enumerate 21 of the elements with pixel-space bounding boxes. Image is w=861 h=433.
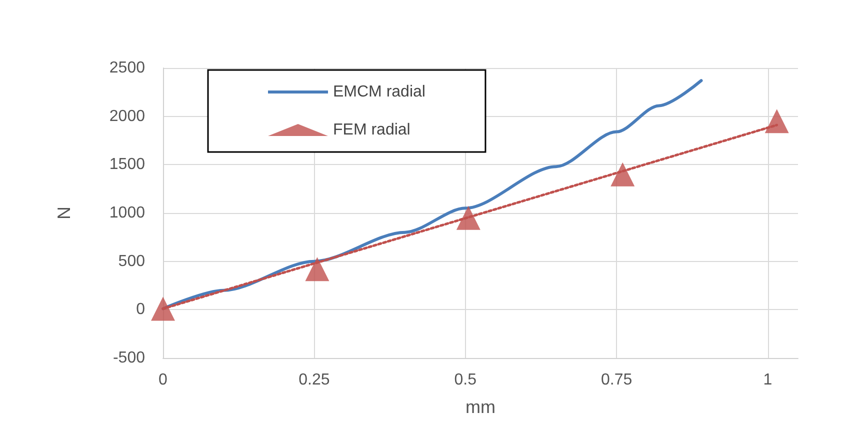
point bbox=[610, 162, 635, 186]
legend-label: EMCM radial bbox=[333, 84, 426, 100]
point bbox=[151, 296, 175, 321]
x-tick-label: 0.5 bbox=[454, 372, 477, 388]
point bbox=[305, 257, 330, 282]
y-tick-label: 1500 bbox=[109, 156, 146, 174]
y-axis-title: N bbox=[54, 206, 74, 220]
point bbox=[456, 206, 480, 230]
y-tick-label: 1000 bbox=[109, 204, 146, 222]
x-tick-label: 0 bbox=[158, 372, 168, 388]
point bbox=[764, 109, 789, 134]
y-tick-label: 500 bbox=[118, 252, 146, 270]
legend-label: FEM radial bbox=[333, 122, 410, 138]
y-tick-label: -500 bbox=[112, 350, 146, 366]
x-axis-title: mm bbox=[466, 397, 496, 417]
y-tick-label: 2000 bbox=[109, 108, 146, 125]
x-tick-label: 0.25 bbox=[298, 372, 330, 388]
y-tick-label: 2500 bbox=[109, 60, 146, 76]
x-tick-label: 0.75 bbox=[601, 372, 632, 388]
x-tick-label: 1 bbox=[763, 372, 772, 388]
y-tick-label: 0 bbox=[136, 301, 146, 318]
